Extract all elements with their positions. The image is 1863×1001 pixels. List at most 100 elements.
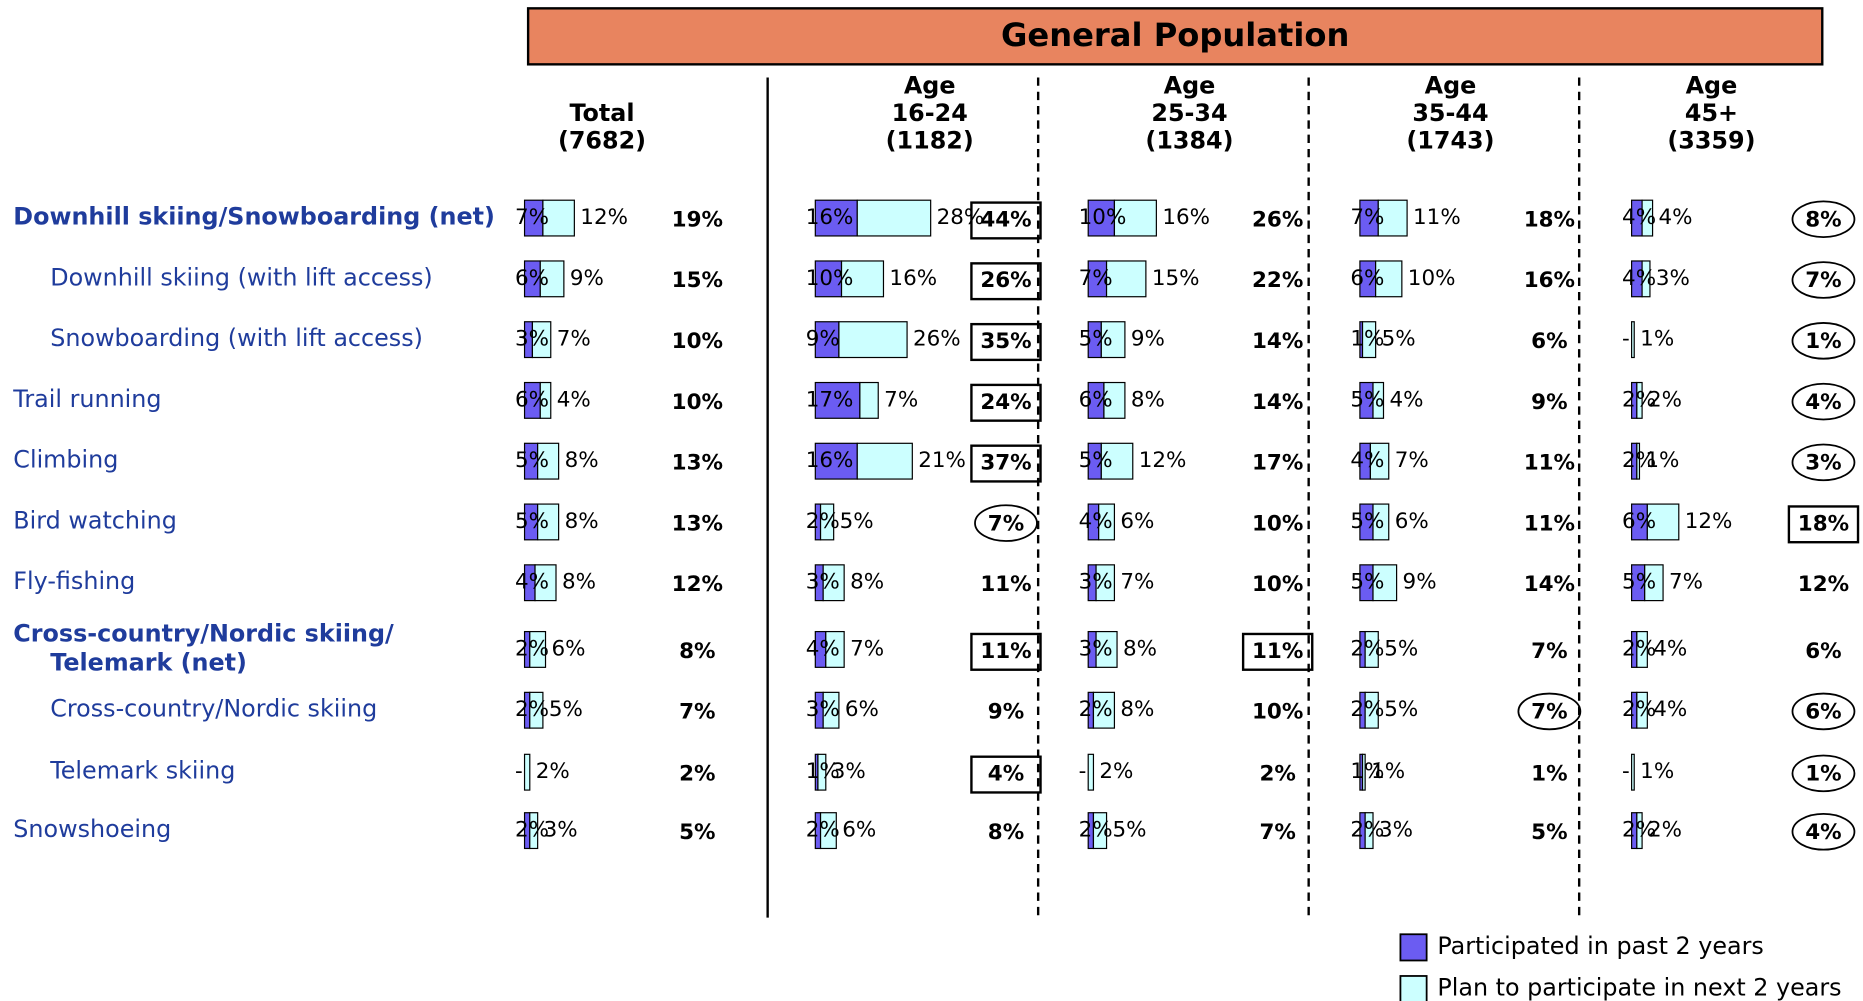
plan-label: 2% bbox=[1099, 759, 1133, 784]
legend-label: Participated in past 2 years bbox=[1437, 932, 1763, 960]
participated-label: 3% bbox=[1079, 636, 1113, 661]
bar-plan bbox=[529, 812, 539, 850]
group-header: (1384) bbox=[1145, 126, 1233, 154]
participated-label: 4% bbox=[1350, 448, 1384, 473]
group-header: 45+ bbox=[1685, 99, 1738, 127]
bar-participated bbox=[814, 199, 858, 237]
header-title: General Population bbox=[1001, 16, 1349, 54]
bar-plan bbox=[539, 260, 565, 298]
net-label: 11% bbox=[980, 639, 1031, 664]
bar-plan bbox=[1636, 812, 1643, 850]
net-label: 7% bbox=[1531, 700, 1567, 725]
participated-label: 10% bbox=[1079, 205, 1127, 230]
bar-plan bbox=[838, 321, 908, 359]
bar-plan bbox=[1364, 630, 1379, 668]
highlight-ellipse bbox=[1791, 382, 1856, 421]
bar-plan bbox=[529, 691, 544, 729]
legend-label: Plan to participate in next 2 years bbox=[1437, 974, 1841, 1001]
net-label: 26% bbox=[980, 268, 1031, 293]
participated-label: 3% bbox=[806, 697, 840, 722]
participated-label: 1% bbox=[1350, 327, 1384, 352]
plan-label: 3% bbox=[1379, 818, 1413, 843]
highlight-box bbox=[1787, 505, 1860, 544]
participated-label: 2% bbox=[1622, 387, 1656, 412]
plan-label: 8% bbox=[565, 509, 599, 534]
plan-label: 11% bbox=[1413, 205, 1461, 230]
plan-label: 3% bbox=[544, 818, 578, 843]
bar-plan bbox=[822, 564, 845, 602]
bar-plan bbox=[1641, 260, 1651, 298]
bar-plan bbox=[1636, 381, 1643, 419]
bar-plan bbox=[859, 381, 879, 419]
bar-plan bbox=[1105, 260, 1147, 298]
highlight-ellipse bbox=[1791, 443, 1856, 482]
participated-label: 2% bbox=[1622, 818, 1656, 843]
bar-plan bbox=[1098, 503, 1116, 541]
participated-label: 16% bbox=[806, 205, 854, 230]
net-label: 4% bbox=[988, 762, 1024, 787]
plan-label: 26% bbox=[913, 327, 961, 352]
net-label: 13% bbox=[672, 511, 723, 536]
plan-label: 8% bbox=[565, 448, 599, 473]
plan-label: 1% bbox=[1640, 759, 1674, 784]
participated-label: 2% bbox=[1622, 697, 1656, 722]
plan-label: 2% bbox=[1648, 818, 1682, 843]
plan-label: 2% bbox=[536, 759, 570, 784]
legend-swatch bbox=[1399, 975, 1428, 1001]
participated-label: 5% bbox=[515, 448, 549, 473]
highlight-box bbox=[970, 755, 1042, 794]
net-label: 15% bbox=[672, 268, 723, 293]
net-label: 8% bbox=[988, 820, 1024, 845]
plan-label: 1% bbox=[1645, 448, 1679, 473]
net-label: 35% bbox=[980, 329, 1031, 354]
bar-plan bbox=[529, 630, 547, 668]
plan-label: 16% bbox=[1162, 205, 1210, 230]
row-label: Bird watching bbox=[13, 506, 177, 534]
net-label: 7% bbox=[679, 700, 715, 725]
net-label: 8% bbox=[679, 639, 715, 664]
net-label: 10% bbox=[672, 390, 723, 415]
plan-label: 7% bbox=[1669, 570, 1703, 595]
net-label: 12% bbox=[1798, 572, 1849, 597]
group-header: 35-44 bbox=[1412, 99, 1488, 127]
bar-plan bbox=[1646, 503, 1680, 541]
row-label: Snowshoeing bbox=[13, 815, 171, 843]
net-label: 16% bbox=[1524, 268, 1575, 293]
highlight-box bbox=[970, 444, 1042, 483]
plan-label: 12% bbox=[1685, 509, 1733, 534]
bar-plan bbox=[1377, 199, 1408, 237]
bar-plan bbox=[856, 199, 932, 237]
bar-plan bbox=[539, 381, 552, 419]
net-label: 18% bbox=[1798, 511, 1849, 536]
highlight-ellipse bbox=[1791, 322, 1856, 360]
participated-label: - bbox=[515, 759, 523, 784]
highlight-ellipse bbox=[974, 504, 1038, 542]
participated-label: 2% bbox=[806, 818, 840, 843]
net-label: 7% bbox=[1259, 820, 1295, 845]
plan-label: 6% bbox=[1120, 509, 1154, 534]
participated-label: 6% bbox=[515, 266, 549, 291]
plan-label: 5% bbox=[1384, 697, 1418, 722]
participated-label: 6% bbox=[1350, 266, 1384, 291]
participated-label: 2% bbox=[1622, 636, 1656, 661]
highlight-box bbox=[970, 322, 1042, 362]
net-label: 8% bbox=[1805, 207, 1841, 232]
participated-label: 5% bbox=[1350, 509, 1384, 534]
bar-plan bbox=[1364, 691, 1379, 729]
bar-plan bbox=[1100, 442, 1134, 480]
net-label: 37% bbox=[980, 451, 1031, 476]
highlight-ellipse bbox=[1791, 200, 1856, 239]
participated-label: 3% bbox=[1079, 570, 1113, 595]
legend-swatch bbox=[1399, 933, 1428, 962]
bar-plan bbox=[534, 564, 557, 602]
net-label: 1% bbox=[1805, 329, 1841, 354]
highlight-box bbox=[970, 201, 1042, 240]
plan-label: 28% bbox=[937, 205, 985, 230]
participated-label: 1% bbox=[1350, 759, 1384, 784]
participated-label: 7% bbox=[1350, 205, 1384, 230]
participated-label: - bbox=[1622, 759, 1630, 784]
net-label: 11% bbox=[1524, 511, 1575, 536]
plan-label: 21% bbox=[918, 448, 966, 473]
